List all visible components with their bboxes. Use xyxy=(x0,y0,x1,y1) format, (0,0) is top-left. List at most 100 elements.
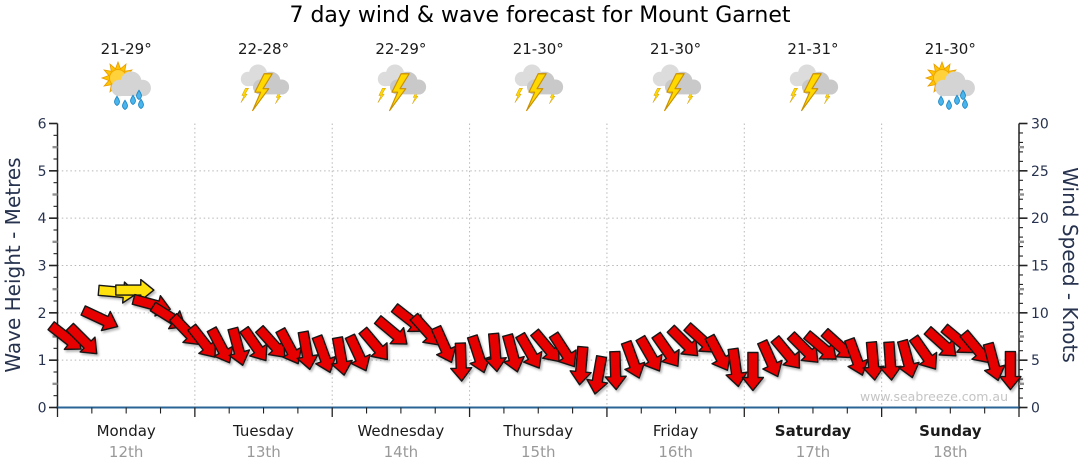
date-label: 12th xyxy=(109,443,143,461)
wind-arrow xyxy=(275,327,303,365)
day-forecast-friday: 21-30° xyxy=(614,40,738,113)
storm-lightning-icon xyxy=(514,64,564,112)
wind-arrow xyxy=(569,345,592,386)
wind-arrow-shape xyxy=(741,351,765,392)
wind-tick-label: 0 xyxy=(1031,401,1040,417)
day-forecast-saturday: 21-31° xyxy=(751,40,875,113)
storm-lightning-icon xyxy=(789,64,839,112)
wave-axis-title: Wave Height - Metres xyxy=(1,157,25,372)
wave-tick-label: 0 xyxy=(38,401,47,417)
wind-arrow-shape xyxy=(586,355,609,395)
wind-arrow xyxy=(982,341,1006,382)
wind-arrow-shape xyxy=(620,339,646,379)
lightning-bolt xyxy=(240,88,249,103)
wind-arrow-shape xyxy=(548,331,577,368)
raindrop xyxy=(138,98,145,110)
axis-ticks xyxy=(49,122,1028,417)
wind-arrow-shape xyxy=(879,341,902,381)
wind-arrow-shape xyxy=(65,322,98,355)
day-temperature-range: 22-29° xyxy=(375,40,427,58)
wind-arrow-shape xyxy=(923,325,957,357)
wind-arrow xyxy=(330,336,353,376)
wind-arrow xyxy=(430,324,457,364)
storm-lightning-icon xyxy=(652,64,701,112)
wind-arrow xyxy=(803,330,837,360)
wind-arrow-shape xyxy=(344,333,371,372)
lightning-bolt xyxy=(801,73,822,112)
wind-arrow-shape xyxy=(999,350,1022,391)
day-label: Wednesday xyxy=(357,422,444,440)
day-forecast-monday: 21-29° xyxy=(64,40,188,113)
wind-arrow-shape xyxy=(515,331,543,369)
day-temperature-range: 21-31° xyxy=(787,40,839,58)
wind-arrow xyxy=(620,339,646,379)
wind-arrow xyxy=(373,315,408,345)
day-forecast-tuesday: 22-28° xyxy=(202,40,326,113)
wind-axis-title: Wind Speed - Knots xyxy=(1058,167,1080,363)
axis-tick-labels: 0 1 2 3 4 5 6 0 5 10 15 20 25 30 xyxy=(38,117,1049,417)
raindrop xyxy=(130,94,137,106)
raindrop xyxy=(114,95,121,107)
wind-arrow xyxy=(786,331,819,363)
wind-tick-label: 25 xyxy=(1031,164,1049,180)
lightning-bolt xyxy=(388,73,410,112)
wave-tick-label: 4 xyxy=(38,211,47,227)
day-temperature-range: 21-30° xyxy=(924,40,976,58)
wind-arrow xyxy=(896,338,920,379)
lightning-bolt xyxy=(652,88,661,103)
wind-arrow-shape xyxy=(982,341,1006,382)
wind-arrow xyxy=(344,333,371,372)
wind-arrow-shape xyxy=(725,347,748,388)
wind-arrow-shape xyxy=(275,327,303,365)
raindrop xyxy=(960,89,967,101)
day-forecast-sunday: 21-30° xyxy=(888,40,1012,113)
day-forecast-wednesday: 22-29° xyxy=(339,40,463,113)
wind-arrow xyxy=(757,339,783,378)
wind-arrow-shape xyxy=(604,350,627,391)
wind-tick-label: 30 xyxy=(1031,117,1049,133)
wave-tick-label: 1 xyxy=(38,353,47,369)
date-label: 14th xyxy=(384,443,418,461)
wind-arrow-shape xyxy=(651,331,680,367)
wind-arrow xyxy=(741,351,765,392)
wave-tick-label: 2 xyxy=(38,306,47,322)
wind-arrow-shape xyxy=(373,315,408,345)
wind-arrow-shape xyxy=(530,328,560,363)
wind-arrow xyxy=(187,323,217,358)
page-title: 7 day wind & wave forecast for Mount Gar… xyxy=(289,3,791,28)
date-label: 17th xyxy=(796,443,830,461)
wind-arrow xyxy=(450,342,473,382)
day-label: Saturday xyxy=(775,422,852,440)
wind-arrow-shape xyxy=(80,305,119,332)
watermark: www.seabreeze.com.au xyxy=(860,389,1008,404)
wind-arrow-shape xyxy=(206,326,234,364)
wind-arrow-shape xyxy=(757,339,783,378)
lightning-bolt xyxy=(251,73,273,112)
date-label: 16th xyxy=(658,443,692,461)
day-label: Friday xyxy=(653,422,699,440)
wind-arrow xyxy=(502,333,525,373)
wind-arrow xyxy=(635,334,663,372)
wind-arrow xyxy=(484,332,507,373)
wind-arrow xyxy=(999,350,1022,391)
raindrop xyxy=(954,94,961,106)
wind-tick-label: 10 xyxy=(1031,306,1049,322)
wind-arrow-shape xyxy=(450,342,473,382)
wind-arrow xyxy=(923,325,957,357)
wind-tick-label: 5 xyxy=(1031,353,1040,369)
wind-arrow-shape xyxy=(227,326,251,366)
lightning-bolt xyxy=(789,88,798,103)
wind-arrow xyxy=(704,333,732,371)
wind-arrow-shape xyxy=(296,330,319,371)
wind-arrow xyxy=(770,335,801,369)
wind-arrow-shape xyxy=(635,334,663,372)
sun-cloud-rain-icon xyxy=(101,60,152,111)
wind-arrow xyxy=(666,324,699,357)
lightning-bolt xyxy=(514,88,524,103)
wind-arrow-shape xyxy=(666,324,699,357)
storm-lightning-icon xyxy=(377,64,427,112)
wind-arrow-shape xyxy=(844,337,869,376)
day-temperature-range: 21-29° xyxy=(100,40,152,58)
wind-arrow-shape xyxy=(115,278,155,302)
